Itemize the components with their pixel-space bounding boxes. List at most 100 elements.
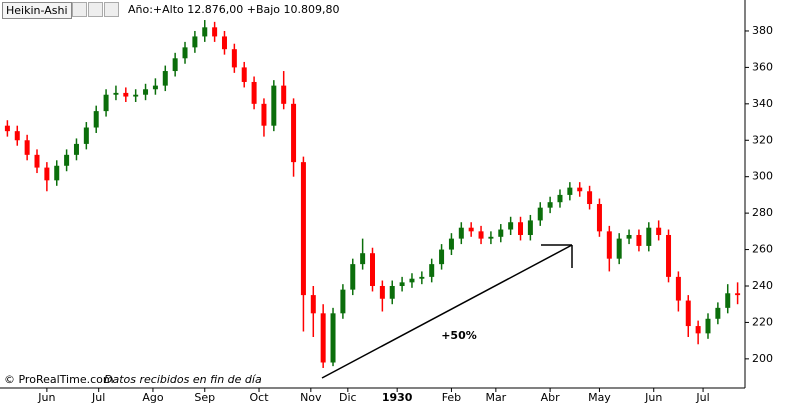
candle-body bbox=[715, 307, 721, 319]
y-tick-label: 360 bbox=[752, 60, 773, 73]
candle-body bbox=[547, 202, 553, 208]
candle-body bbox=[735, 293, 741, 296]
x-tick-label: Sep bbox=[194, 391, 215, 404]
candle-body bbox=[123, 92, 129, 97]
x-tick-label: Oct bbox=[250, 391, 270, 404]
candle-body bbox=[300, 162, 306, 296]
x-tick-label: Jul bbox=[695, 391, 709, 404]
candle-body bbox=[291, 103, 297, 163]
candle-body bbox=[350, 264, 356, 290]
candle-body bbox=[44, 167, 50, 181]
candle-body bbox=[271, 85, 277, 126]
note: Datos recibidos en fin de día bbox=[104, 373, 262, 386]
candle-body bbox=[518, 222, 524, 235]
candle-body bbox=[182, 47, 188, 59]
candle-body bbox=[162, 71, 168, 86]
candle-body bbox=[389, 285, 395, 299]
y-tick-label: 280 bbox=[752, 206, 773, 219]
candle-body bbox=[310, 295, 316, 314]
x-tick-label: Abr bbox=[541, 391, 561, 404]
candle-body bbox=[478, 231, 484, 239]
candle-body bbox=[93, 111, 99, 128]
candle-body bbox=[212, 27, 218, 37]
y-tick-label: 320 bbox=[752, 133, 773, 146]
candle-body bbox=[646, 227, 652, 246]
x-tick-label: Feb bbox=[442, 391, 461, 404]
candle-body bbox=[14, 131, 20, 141]
candle-body bbox=[725, 293, 731, 308]
candle-body bbox=[281, 85, 287, 104]
candle-body bbox=[340, 289, 346, 314]
candle-body bbox=[458, 227, 464, 239]
candle-body bbox=[656, 227, 662, 235]
x-tick-label: Jun bbox=[644, 391, 662, 404]
x-tick-label: Ago bbox=[142, 391, 164, 404]
y-tick-label: 220 bbox=[752, 315, 773, 328]
x-tick-label: 1930 bbox=[382, 391, 413, 404]
annotation: +50% bbox=[441, 329, 477, 342]
candle-body bbox=[616, 238, 622, 259]
y-tick-label: 240 bbox=[752, 279, 773, 292]
candle-body bbox=[143, 89, 149, 95]
candle-body bbox=[202, 27, 208, 37]
candle-body bbox=[192, 36, 198, 48]
toolbar-icons[interactable] bbox=[72, 2, 120, 17]
candle-body bbox=[231, 49, 237, 68]
candle-body bbox=[626, 234, 632, 239]
candle-body bbox=[83, 127, 89, 144]
candle-body bbox=[439, 249, 445, 265]
y-tick-label: 300 bbox=[752, 170, 773, 183]
candle-body bbox=[251, 81, 257, 104]
candle-body bbox=[675, 276, 681, 301]
candle-body bbox=[54, 165, 60, 181]
candle-body bbox=[24, 140, 30, 155]
candle-body bbox=[527, 220, 533, 235]
candle-body bbox=[666, 234, 672, 277]
candle-body bbox=[4, 125, 10, 132]
candle-body bbox=[498, 229, 504, 237]
candle-body bbox=[429, 264, 435, 277]
x-tick-label: Nov bbox=[300, 391, 322, 404]
candle-body bbox=[221, 36, 227, 50]
y-tick-label: 260 bbox=[752, 243, 773, 256]
y-tick-label: 340 bbox=[752, 97, 773, 110]
candle-body bbox=[261, 103, 267, 126]
x-tick-label: Dic bbox=[339, 391, 357, 404]
x-tick-label: Jun bbox=[37, 391, 55, 404]
candle-body bbox=[113, 92, 119, 95]
candle-body bbox=[596, 204, 602, 232]
candle-body bbox=[152, 85, 158, 90]
y-tick-label: 380 bbox=[752, 24, 773, 37]
candle-body bbox=[241, 67, 247, 82]
candle-body bbox=[587, 191, 593, 205]
range-info: Año:+Alto 12.876,00 +Bajo 10.809,80 bbox=[128, 3, 340, 16]
candle-body bbox=[399, 282, 405, 286]
y-tick-label: 200 bbox=[752, 352, 773, 365]
indicator-label[interactable]: Heikin-Ashi bbox=[2, 2, 72, 19]
candle-body bbox=[103, 94, 109, 112]
candle-body bbox=[360, 253, 366, 265]
candle-body bbox=[695, 326, 701, 334]
candle-body bbox=[419, 276, 425, 279]
candle-body bbox=[577, 187, 583, 192]
candle-body bbox=[537, 207, 543, 221]
candle-body bbox=[448, 238, 454, 250]
candle-body bbox=[685, 300, 691, 327]
candle-body bbox=[370, 253, 375, 286]
candle-body bbox=[172, 58, 178, 72]
candle-body bbox=[557, 194, 563, 203]
candle-body bbox=[379, 285, 385, 299]
candle-body bbox=[409, 278, 415, 283]
candle-body bbox=[606, 231, 612, 259]
candle-body bbox=[508, 222, 514, 230]
candle-body bbox=[73, 143, 79, 155]
candle-body bbox=[468, 227, 474, 232]
candle-body bbox=[64, 154, 70, 166]
candle-body bbox=[330, 313, 336, 363]
x-tick-label: Mar bbox=[485, 391, 506, 404]
x-tick-label: Jul bbox=[91, 391, 105, 404]
candle-body bbox=[636, 234, 642, 246]
source: © ProRealTime.com bbox=[4, 373, 114, 386]
